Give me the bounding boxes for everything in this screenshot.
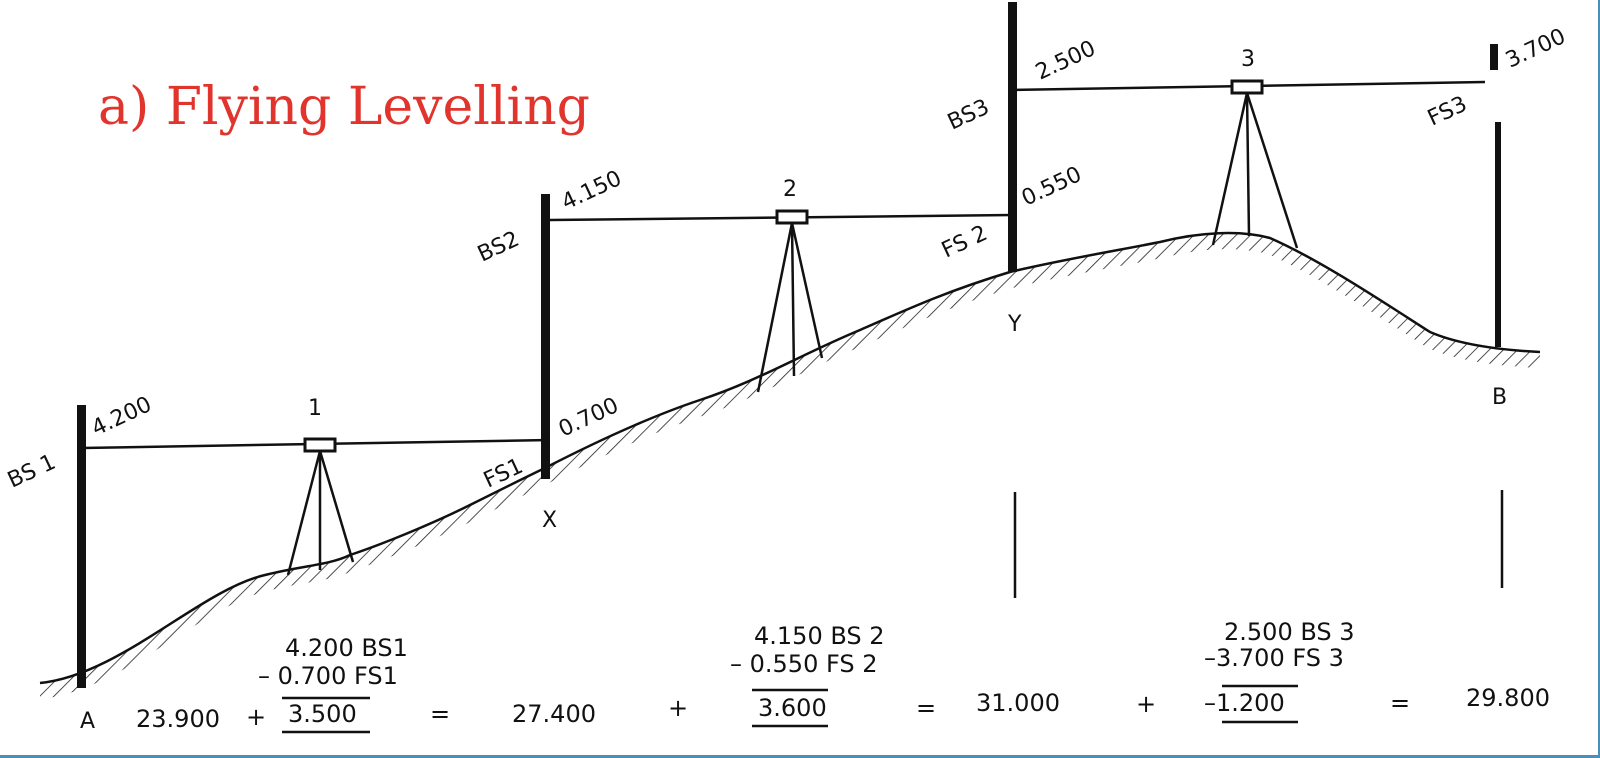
calc-rl-1: 27.400 bbox=[512, 700, 596, 728]
calc-step2-fs: – 0.550 FS 2 bbox=[730, 650, 877, 678]
station-3-label: 3 bbox=[1241, 47, 1255, 72]
calc-step2-result: 3.600 bbox=[758, 694, 827, 722]
level-instrument-2 bbox=[756, 209, 824, 393]
station-2-label: 2 bbox=[783, 177, 797, 202]
bs2-value: 4.150 bbox=[558, 166, 626, 215]
calc-step1-bs: 4.200 BS1 bbox=[285, 634, 408, 662]
fs2-value: 0.550 bbox=[1018, 162, 1086, 211]
staff-b-top bbox=[1490, 44, 1498, 70]
station-1-label: 1 bbox=[308, 396, 322, 421]
level-instrument-1 bbox=[286, 437, 355, 576]
calc-step3-result: –1.200 bbox=[1204, 689, 1285, 717]
point-a-label: A bbox=[80, 709, 95, 734]
point-x-label: X bbox=[542, 508, 557, 533]
calc-equals-1: = bbox=[430, 700, 450, 728]
level-instrument-3 bbox=[1211, 79, 1299, 249]
staff-a bbox=[77, 405, 86, 688]
calc-step3-fs: –3.700 FS 3 bbox=[1204, 644, 1344, 672]
fs2-label: FS 2 bbox=[938, 221, 991, 264]
bs3-value: 2.500 bbox=[1032, 36, 1100, 85]
staff-y bbox=[1008, 2, 1017, 272]
bs1-label: BS 1 bbox=[4, 450, 60, 494]
point-y-label: Y bbox=[1007, 312, 1022, 337]
calc-plus-2: + bbox=[668, 694, 688, 722]
calc-equals-3: = bbox=[1390, 689, 1410, 717]
calc-step2-bs: 4.150 BS 2 bbox=[754, 622, 885, 650]
calc-plus-3: + bbox=[1136, 690, 1156, 718]
bs3-label: BS3 bbox=[944, 95, 993, 136]
point-b-label: B bbox=[1492, 385, 1507, 410]
fs3-label: FS3 bbox=[1424, 92, 1471, 132]
bs2-label: BS2 bbox=[474, 227, 523, 268]
calc-start-rl: 23.900 bbox=[136, 705, 220, 733]
fs3-value: 3.700 bbox=[1502, 24, 1570, 73]
calc-step3-bs: 2.500 BS 3 bbox=[1224, 618, 1355, 646]
calc-equals-2: = bbox=[916, 694, 936, 722]
diagram-title: a) Flying Levelling bbox=[98, 77, 590, 137]
staff-x bbox=[541, 194, 550, 479]
calc-rl-2: 31.000 bbox=[976, 689, 1060, 717]
staff-b bbox=[1495, 122, 1501, 347]
ground-surface bbox=[39, 231, 1541, 685]
bs1-value: 4.200 bbox=[88, 392, 156, 441]
calc-step1-fs: – 0.700 FS1 bbox=[258, 662, 398, 690]
calc-plus-1: + bbox=[246, 703, 266, 731]
calc-step1-result: 3.500 bbox=[288, 700, 357, 728]
calc-rl-3: 29.800 bbox=[1466, 684, 1550, 712]
